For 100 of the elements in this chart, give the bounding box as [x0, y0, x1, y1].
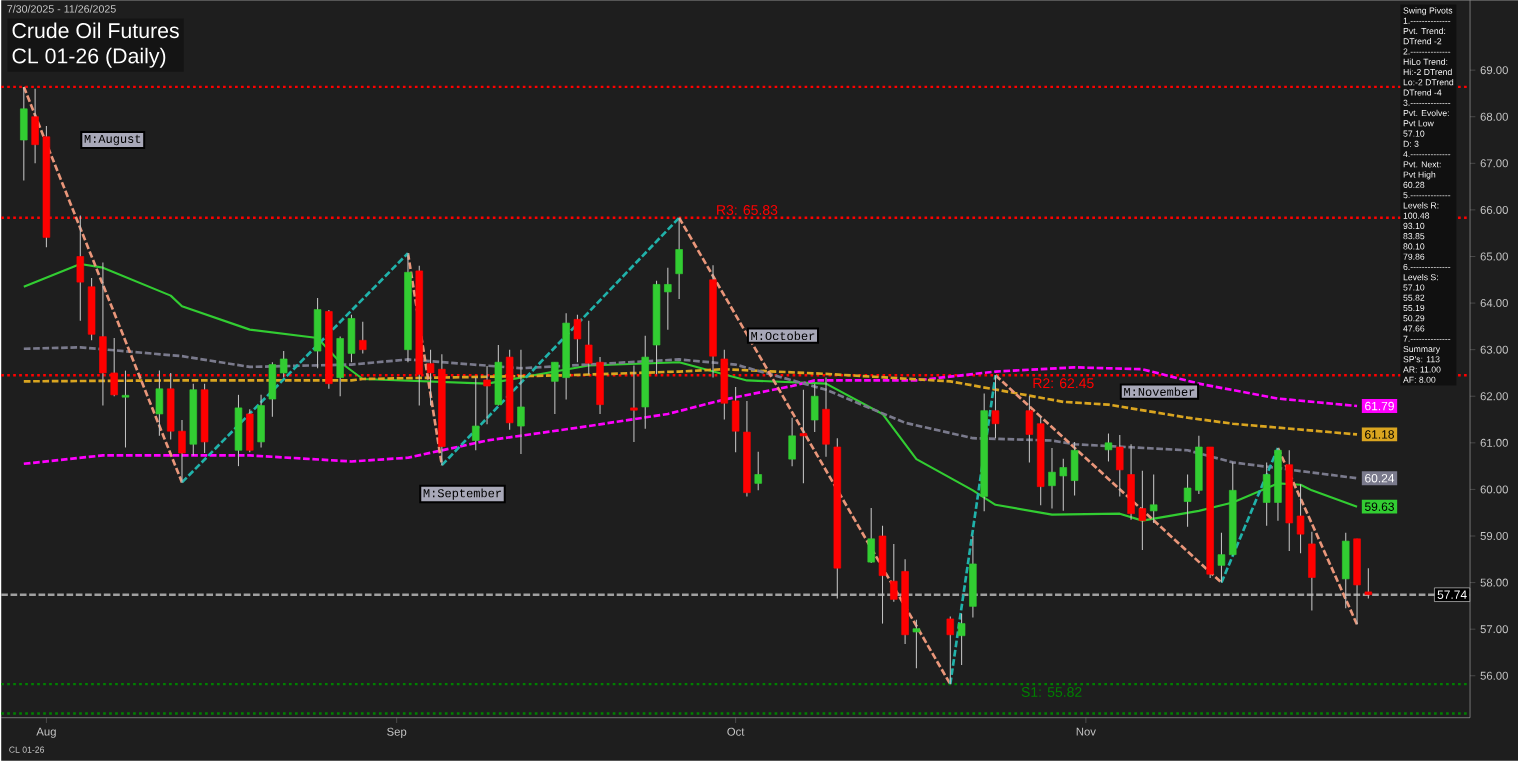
candlestick [517, 349, 525, 455]
annotation: D: 3 [1403, 140, 1419, 148]
x-tick-label: Sep [387, 727, 407, 739]
annotation: DTrend -4 [1403, 89, 1442, 96]
y-tick-label: 57.00 [1480, 625, 1508, 634]
candlestick [890, 543, 898, 603]
candlestick [1116, 434, 1124, 498]
ref-line-label: S1: 55.82 [1021, 687, 1082, 698]
candlestick [551, 361, 559, 415]
annotation: AF: 8.00 [1403, 376, 1436, 384]
y-tick-label: 67.00 [1480, 159, 1508, 168]
annotation: Levels S: [1403, 274, 1438, 281]
annotation: Pvt. Evolve: [1403, 109, 1449, 117]
candlestick [178, 419, 186, 484]
annotation: 83.85 [1403, 233, 1425, 240]
data-label: 59.63 [1364, 502, 1394, 512]
candlestick [472, 377, 480, 451]
annotation: 1.-------------- [1403, 17, 1451, 24]
annotation: 4.-------------- [1403, 151, 1451, 158]
y-tick-label: 68.00 [1480, 112, 1508, 121]
annotation: 80.10 [1403, 243, 1425, 250]
data-label: 61.18 [1365, 430, 1394, 439]
text: CL 01-26 (Daily) [12, 48, 166, 68]
y-tick-label: 61.00 [1480, 439, 1508, 448]
annotation: Swing Pivots [1403, 7, 1453, 16]
y-tick-label: 69.00 [1480, 66, 1508, 75]
annotation: M:September [423, 488, 501, 500]
text: Crude Oil Futures [12, 22, 179, 39]
annotation: 5.-------------- [1403, 192, 1451, 199]
candlestick [121, 370, 130, 449]
annotation: 57.10 [1403, 284, 1425, 291]
line-series [22, 346, 1359, 480]
y-tick-label: 65.00 [1480, 252, 1508, 261]
y-tick-label: 58.00 [1480, 578, 1508, 587]
candlestick [573, 314, 582, 363]
candlestick [279, 350, 288, 379]
candlestick [1138, 470, 1147, 551]
annotation: Hi:-2 DTrend [1403, 68, 1452, 76]
x-tick-label: Aug [36, 727, 56, 739]
candlestick [585, 320, 593, 376]
annotation: M:November [1124, 387, 1195, 397]
annotation: 79.86 [1403, 253, 1425, 260]
annotation: 57.10 [1403, 130, 1425, 137]
annotation: Lo:-2 DTrend [1403, 79, 1454, 86]
candlestick [946, 616, 955, 685]
data-label: 61.79 [1365, 401, 1394, 411]
candlestick [1364, 567, 1373, 600]
ref-line-label: R3: 65.83 [717, 205, 778, 216]
annotation: 3.-------------- [1403, 99, 1451, 107]
annotation: 93.10 [1403, 223, 1425, 230]
y-tick-label: 60.00 [1480, 485, 1508, 494]
line-series [22, 366, 1359, 466]
data-label: 60.24 [1365, 474, 1395, 483]
annotation: Summary [1403, 346, 1441, 354]
y-tick-label: 63.00 [1480, 345, 1508, 354]
y-tick-label: 62.00 [1480, 392, 1508, 401]
annotation: HiLo Trend: [1403, 58, 1448, 66]
candlestick [991, 374, 1000, 439]
annotation: 60.28 [1403, 181, 1425, 189]
candlestick [664, 267, 672, 331]
candlestick [1059, 458, 1068, 512]
annotation: Pvt Low [1403, 120, 1434, 127]
candlestick [1025, 395, 1034, 464]
annotation: SP's: 113 [1403, 356, 1440, 363]
annotation: M:October [751, 331, 815, 341]
x-tick-label: Nov [1076, 727, 1096, 736]
candlestick [912, 619, 921, 670]
annotation: 55.19 [1403, 305, 1425, 312]
candlestick [1217, 532, 1226, 584]
y-tick-label: 66.00 [1480, 206, 1508, 215]
ref-line-label: R2: 62.45 [1033, 378, 1094, 389]
y-tick-label: 59.00 [1480, 532, 1508, 541]
annotation: Pvt. Trend: [1403, 27, 1446, 35]
x-tick-label: Oct [727, 727, 745, 736]
y-tick-label: 56.00 [1480, 671, 1508, 680]
annotation: 50.29 [1403, 315, 1425, 322]
annotation: 2.-------------- [1403, 48, 1451, 55]
line-series [22, 368, 1359, 436]
candlestick [810, 383, 819, 433]
annotation: M:August [84, 134, 141, 146]
y-tick-label: 64.00 [1480, 299, 1508, 308]
candlestick [799, 389, 808, 485]
annotation: 7/30/2025 - 11/26/2025 [7, 5, 116, 13]
ref-line-label: 57.74 [1437, 590, 1467, 600]
candlestick [957, 613, 966, 666]
candlestick [788, 417, 796, 467]
annotation: Pvt High [1403, 171, 1436, 180]
candlestick [754, 451, 762, 492]
text: CL 01-26 [9, 746, 45, 753]
annotation: 47.66 [1403, 325, 1425, 332]
candlestick [359, 321, 367, 355]
candlestick [1296, 483, 1305, 554]
annotation: 55.82 [1403, 294, 1425, 301]
candlestick [867, 507, 875, 564]
annotation: 6.-------------- [1403, 264, 1451, 271]
candlestick [1104, 433, 1113, 463]
annotation: Levels R: [1403, 202, 1439, 209]
candlestick [1048, 447, 1056, 510]
annotation: AR: 11.00 [1403, 366, 1441, 373]
annotation: Pvt. Next: [1403, 161, 1441, 168]
